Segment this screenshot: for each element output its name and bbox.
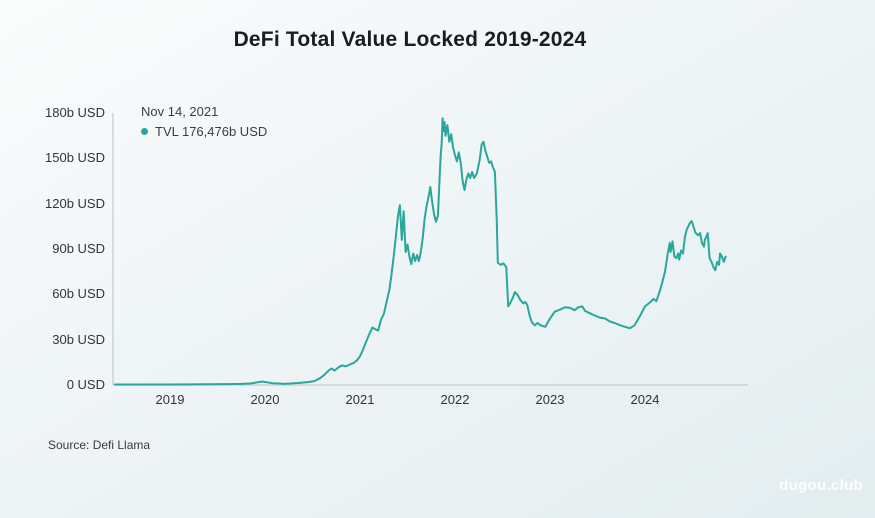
y-tick-label: 150b USD (45, 150, 105, 166)
chart-title: DeFi Total Value Locked 2019-2024 (233, 28, 587, 51)
x-tick-label: 2022 (440, 392, 470, 407)
x-tick-label: 2024 (630, 392, 660, 407)
tooltip-date: Nov 14, 2021 (141, 104, 219, 119)
source-note: Source: Defi Llama (48, 438, 151, 452)
y-tick-label: 60b USD (52, 286, 105, 302)
x-tick-label: 2023 (535, 392, 565, 407)
tooltip-value: TVL 176,476b USD (155, 124, 268, 139)
y-tick-label: 120b USD (45, 195, 105, 211)
y-tick-label: 180b USD (45, 105, 105, 120)
series-dot-icon (141, 128, 148, 135)
x-tick-label: 2021 (345, 392, 375, 407)
y-tick-label: 0 USD (66, 377, 105, 392)
y-tick-label: 90b USD (52, 241, 105, 256)
x-tick-label: 2020 (250, 392, 280, 407)
tvl-line (113, 117, 727, 386)
y-tick-label: 30b USD (52, 331, 105, 347)
watermark: dugou.club (779, 477, 863, 494)
tooltip: Nov 14, 2021 TVL 176,476b USD (141, 104, 267, 139)
x-tick-label: 2019 (155, 392, 185, 407)
